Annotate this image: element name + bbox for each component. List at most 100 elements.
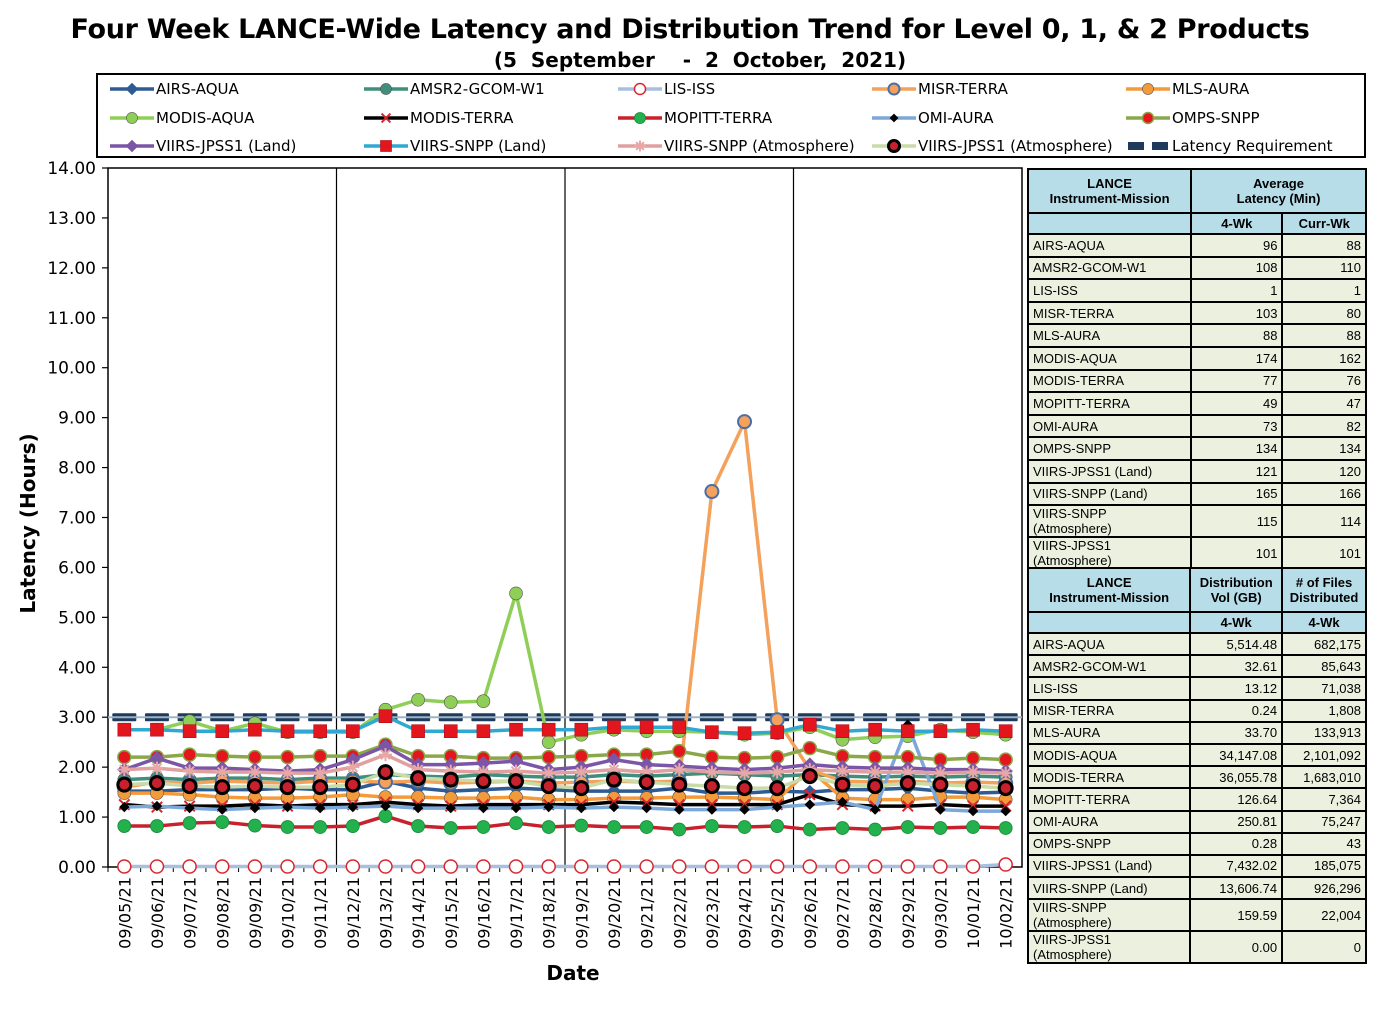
- x-tick-label: 09/26/21: [801, 877, 820, 949]
- y-tick-label: 0.00: [58, 858, 96, 878]
- data-point: [639, 720, 654, 735]
- data-point: [835, 859, 850, 874]
- data-point: [509, 790, 523, 804]
- data-point: [344, 776, 361, 793]
- data-point: [932, 776, 949, 793]
- data-point: [312, 859, 328, 874]
- latency-4wk-value: 88: [1190, 323, 1284, 348]
- data-point: [183, 764, 197, 778]
- data-point: [411, 763, 425, 777]
- table-row: MLS-AURA 88 88: [1026, 323, 1367, 348]
- files-distributed-value: 43: [1281, 831, 1367, 856]
- legend-swatch: [872, 82, 916, 96]
- distribution-volume-value: 13,606.74: [1189, 876, 1284, 901]
- data-point: [280, 820, 295, 834]
- data-point: [704, 859, 720, 874]
- legend-swatch: [618, 82, 662, 96]
- data-point: [345, 859, 361, 874]
- data-point: [443, 724, 458, 738]
- x-tick-label: 09/29/21: [899, 877, 918, 949]
- data-point: [215, 724, 230, 738]
- series-line: [124, 714, 1006, 735]
- data-point: [182, 816, 197, 830]
- mission-name: MLS-AURA: [1026, 323, 1193, 348]
- legend-swatch: [1128, 142, 1168, 150]
- data-point: [215, 815, 230, 829]
- legend-swatch: [110, 82, 154, 96]
- table-row: AMSR2-GCOM-W1 32.61 85,643: [1026, 654, 1367, 679]
- legend-label: AIRS-AQUA: [156, 80, 239, 98]
- data-point: [574, 818, 589, 833]
- series-line: [124, 814, 1006, 832]
- data-point: [509, 586, 523, 601]
- x-tick-label: 09/07/21: [181, 877, 200, 949]
- series-mopitt-terra: [117, 809, 1013, 837]
- data-point: [935, 804, 946, 815]
- data-point: [737, 414, 753, 430]
- table-row: LIS-ISS 1 1: [1026, 278, 1367, 303]
- mission-name: OMPS-SNPP: [1026, 831, 1192, 856]
- latency-table: LANCE Instrument-Mission Average Latency (…: [1026, 168, 1367, 571]
- files-distributed-value: 0: [1281, 930, 1367, 965]
- latency-currwk-value: 88: [1281, 323, 1367, 348]
- files-distributed-value: 71,038: [1281, 676, 1367, 701]
- distribution-volume-value: 126.64: [1189, 787, 1284, 812]
- latency-4wk-value: 96: [1190, 233, 1284, 258]
- data-point: [606, 859, 622, 874]
- legend-item: VIIRS-SNPP (Atmosphere): [618, 135, 855, 157]
- data-point: [117, 749, 132, 765]
- y-tick-label: 9.00: [58, 409, 96, 429]
- table-row: OMI-AURA 250.81 75,247: [1026, 809, 1367, 834]
- data-point: [444, 764, 458, 778]
- legend-marker: [886, 138, 902, 154]
- x-tick-label: 09/27/21: [833, 877, 852, 949]
- legend-marker-shape: [380, 83, 392, 95]
- latency-currwk-value: 1: [1281, 278, 1367, 303]
- data-point: [576, 802, 587, 814]
- data-point: [378, 859, 393, 874]
- data-point: [998, 724, 1013, 738]
- data-point: [281, 766, 295, 780]
- data-point: [901, 800, 914, 812]
- data-point: [508, 773, 525, 790]
- data-point: [215, 859, 230, 874]
- data-point: [148, 775, 165, 792]
- data-point: [246, 778, 263, 795]
- data-point: [933, 766, 947, 780]
- data-point: [150, 761, 164, 775]
- data-point: [671, 776, 688, 793]
- series-line: [124, 771, 1006, 782]
- table-row: AMSR2-GCOM-W1 108 110: [1026, 255, 1367, 281]
- distribution-volume-value: 34,147.08: [1189, 742, 1284, 768]
- data-point: [280, 859, 295, 874]
- latency-currwk-value: 134: [1281, 436, 1367, 461]
- mission-name: AIRS-AQUA: [1026, 233, 1193, 258]
- data-point: [411, 790, 425, 804]
- latency-4wk-value: 49: [1190, 391, 1284, 416]
- data-point: [704, 484, 720, 500]
- mission-name: OMI-AURA: [1026, 809, 1192, 834]
- table-row: VIIRS-SNPP (Land) 13,606.74 926,296: [1026, 876, 1367, 901]
- data-point: [933, 821, 948, 835]
- legend-marker: [1142, 83, 1154, 95]
- data-point: [116, 776, 133, 793]
- data-point: [607, 720, 621, 735]
- legend-item: Latency Requirement: [1126, 135, 1333, 157]
- table-row: MOPITT-TERRA 49 47: [1026, 391, 1367, 416]
- legend-item: MODIS-TERRA: [364, 107, 513, 129]
- table-row: OMPS-SNPP 0.28 43: [1026, 831, 1367, 856]
- legend-swatch: [364, 140, 408, 152]
- data-point: [770, 819, 785, 833]
- legend-swatch: [364, 83, 408, 95]
- distribution-header-4wk-files: 4-Wk: [1281, 611, 1367, 634]
- x-tick-label: 09/14/21: [409, 877, 428, 949]
- series-line: [124, 591, 1006, 744]
- data-point: [475, 773, 492, 790]
- data-point: [607, 820, 621, 834]
- data-point: [312, 748, 328, 764]
- data-point: [247, 859, 263, 874]
- legend-item: MISR-TERRA: [872, 78, 1008, 100]
- y-tick-label: 14.00: [47, 159, 96, 179]
- data-point: [313, 724, 327, 738]
- data-point: [117, 722, 132, 737]
